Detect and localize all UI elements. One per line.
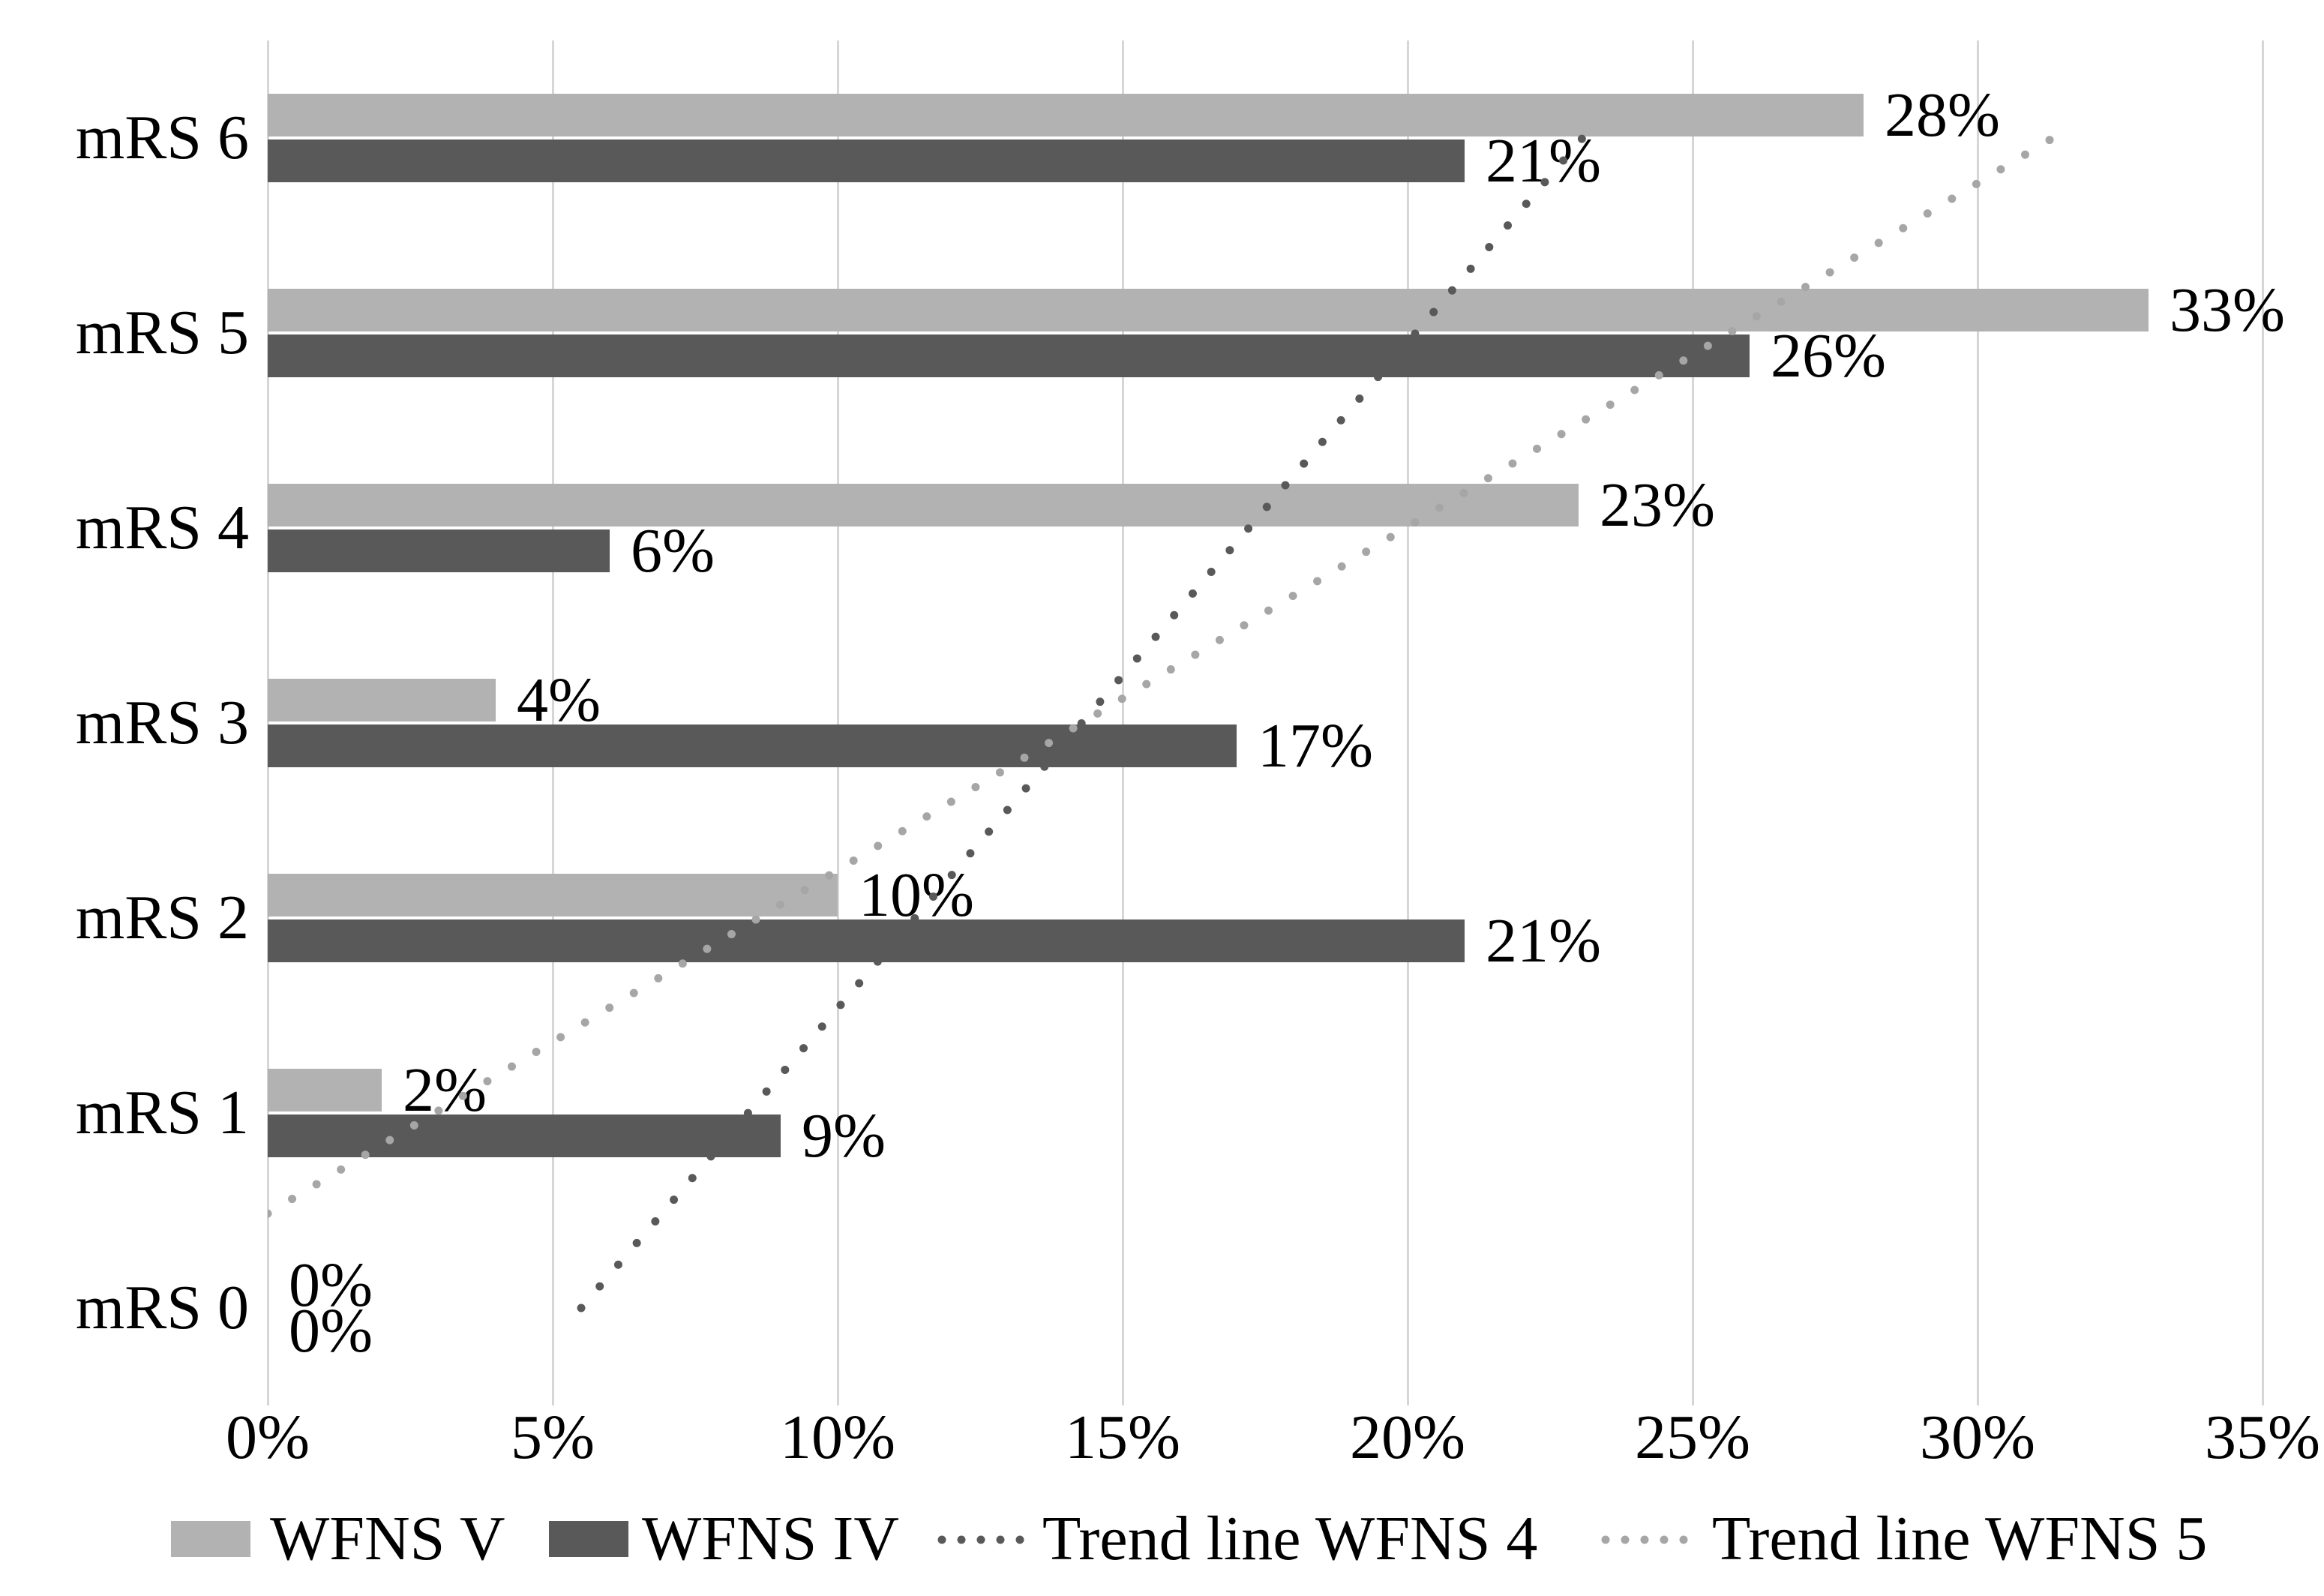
- trendlines-layer: [268, 134, 2057, 1312]
- data-label: 28%: [1885, 80, 2000, 150]
- gridline: [837, 40, 839, 1406]
- category-label: mRS 6: [75, 103, 249, 172]
- legend-label-wfns-v: WFNS V: [270, 1504, 505, 1574]
- trendline-wfns4: [577, 134, 1587, 1312]
- gridline: [1122, 40, 1124, 1406]
- gridline: [1692, 40, 1694, 1406]
- x-axis-tick-label: 30%: [1920, 1402, 2035, 1472]
- bar-wfns-v: [268, 94, 1864, 136]
- gridline: [2262, 40, 2264, 1406]
- category-label: mRS 5: [75, 298, 249, 368]
- legend-label-trend-wfns5: Trend line WFNS 5: [1712, 1504, 2208, 1574]
- x-axis-tick-label: 0%: [226, 1402, 310, 1472]
- bar-wfns-iv: [268, 530, 610, 572]
- category-label: mRS 2: [75, 883, 249, 952]
- gridline: [552, 40, 554, 1406]
- bar-wfns-iv: [268, 140, 1465, 182]
- category-label: mRS 1: [75, 1078, 249, 1148]
- data-label: 9%: [802, 1100, 886, 1171]
- data-label: 33%: [2170, 274, 2285, 345]
- data-label: 21%: [1486, 905, 1601, 976]
- gridline: [1977, 40, 1979, 1406]
- category-label: mRS 3: [75, 688, 249, 758]
- data-label: 23%: [1600, 470, 1715, 540]
- legend-marker-trend-wfns4-icon: [937, 1535, 1035, 1544]
- gridline: [267, 40, 269, 1406]
- data-label: 0%: [289, 1295, 373, 1366]
- x-axis-tick-label: 25%: [1635, 1402, 1750, 1472]
- category-label: mRS 4: [75, 493, 249, 562]
- legend-swatch-wfns-iv: [549, 1521, 628, 1557]
- x-axis-tick-label: 35%: [2205, 1402, 2320, 1472]
- legend-swatch-wfns-v: [171, 1521, 250, 1557]
- bar-wfns-v: [268, 289, 2149, 332]
- bar-wfns-v: [268, 679, 496, 722]
- legend-label-wfns-iv: WFNS IV: [642, 1504, 900, 1574]
- legend-marker-trend-wfns5-icon: [1601, 1535, 1699, 1544]
- bar-wfns-iv: [268, 1114, 781, 1157]
- gridline: [1407, 40, 1409, 1406]
- data-label: 2%: [403, 1054, 487, 1125]
- bar-wfns-iv: [268, 920, 1465, 962]
- x-axis-tick-label: 15%: [1065, 1402, 1180, 1472]
- x-axis-tick-label: 10%: [780, 1402, 895, 1472]
- x-axis-tick-label: 5%: [511, 1402, 595, 1472]
- bar-wfns-v: [268, 1069, 382, 1112]
- bar-wfns-v: [268, 874, 838, 916]
- x-axis-tick-label: 20%: [1350, 1402, 1465, 1472]
- data-label: 0%: [289, 1250, 373, 1320]
- trendline-wfns5: [268, 134, 2057, 1218]
- category-label: mRS 0: [75, 1273, 249, 1342]
- data-label: 26%: [1771, 320, 1886, 391]
- legend-label-trend-wfns4: Trend line WFNS 4: [1042, 1504, 1538, 1574]
- data-label: 6%: [631, 515, 715, 586]
- bar-wfns-iv: [268, 334, 1750, 377]
- data-label: 17%: [1258, 710, 1373, 781]
- data-label: 4%: [517, 664, 601, 735]
- bar-wfns-v: [268, 484, 1579, 526]
